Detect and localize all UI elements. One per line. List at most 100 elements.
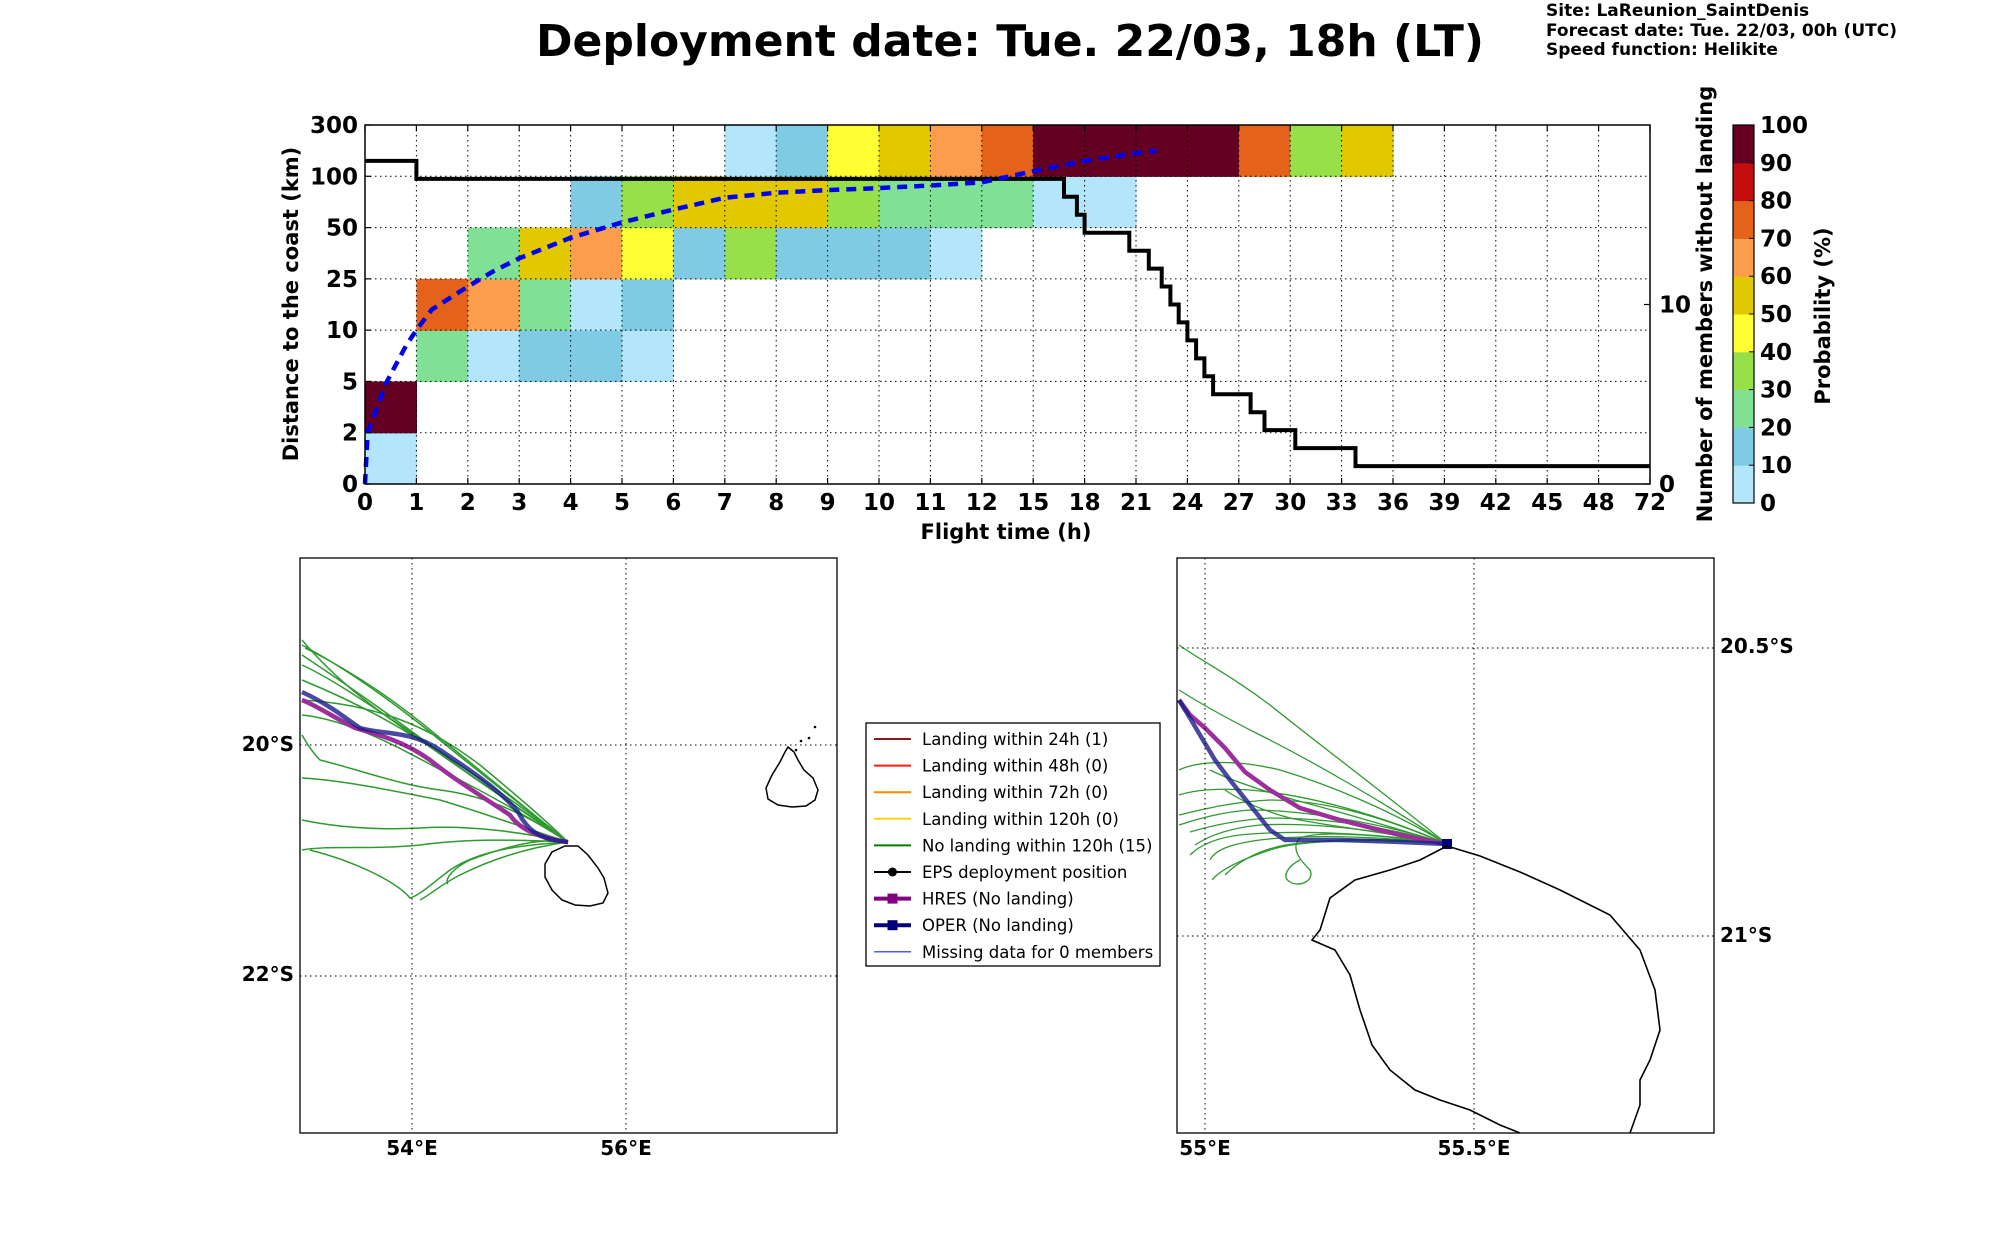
- heatmap-cell-11: [570, 278, 623, 331]
- legend-label-3: Landing within 120h (0): [922, 810, 1119, 829]
- colorbar-segment-1: [1733, 427, 1754, 466]
- colorbar-segment-5: [1733, 276, 1754, 315]
- y-tick-label-4: 25: [326, 267, 358, 293]
- map2-ensemble-track-10: [1211, 839, 1448, 881]
- map2-ensemble-track-1: [1178, 689, 1448, 845]
- x-tick-label-4: 4: [563, 490, 579, 516]
- heatmap-cell-21: [724, 176, 777, 229]
- x-tick-label-25: 72: [1634, 490, 1666, 516]
- legend: Landing within 24h (1) Landing within 48h…: [865, 722, 1161, 967]
- map2-ensemble-track-5: [1178, 809, 1448, 845]
- x-tick-label-6: 6: [665, 490, 681, 516]
- heatmap-cells: [365, 125, 1394, 485]
- heatmap-cell-13: [570, 176, 623, 229]
- zoom-map-grid: [1177, 558, 1714, 1133]
- legend-box: [865, 722, 1161, 967]
- colorbar-segment-7: [1733, 200, 1754, 239]
- map1-reunion-island: [544, 845, 609, 907]
- heatmap-cell-39: [1084, 176, 1137, 229]
- heatmap-cell-23: [776, 227, 829, 280]
- heatmap-cell-44: [1290, 125, 1343, 177]
- x-tick-label-2: 2: [460, 490, 476, 516]
- x-tick-label-15: 21: [1120, 490, 1152, 516]
- x-tick-label-16: 24: [1171, 490, 1203, 516]
- map2-y-tick-0: 20.5°S: [1720, 634, 1794, 658]
- map1-x-tick-0: 54°E: [386, 1136, 438, 1160]
- colorbar-segment-0: [1733, 465, 1754, 504]
- legend-label-6: HRES (No landing): [922, 890, 1074, 909]
- colorbar-tick-label-8: 80: [1760, 189, 1792, 215]
- legend-marker-6: [887, 893, 898, 904]
- heatmap-cell-43: [1238, 125, 1291, 177]
- legend-label-4: No landing within 120h (15): [922, 836, 1152, 855]
- heatmap-cell-28: [827, 125, 880, 177]
- heatmap-cell-40: [1084, 125, 1137, 177]
- y-axis-label: Distance to the coast (km): [279, 147, 303, 462]
- legend-label-2: Landing within 72h (0): [922, 783, 1108, 802]
- x-tick-label-9: 9: [820, 490, 836, 516]
- heatmap-cell-0: [365, 432, 417, 485]
- zoom-map: 55°E 55.5°E 20.5°S 21°S: [1176, 557, 1794, 1160]
- regional-map-grid: [300, 558, 837, 1133]
- x-axis-ticks: 0 1 2 3 4 5 6 7 8 9 10 11 12 15 18 21 24 27 30 33 36 39 42 45 48…: [357, 125, 1666, 516]
- colorbar-segment-6: [1733, 238, 1754, 277]
- y-tick-label-6: 100: [310, 164, 358, 190]
- legend-marker-5: [888, 867, 897, 877]
- map1-ensemble-track-8: [301, 734, 569, 843]
- map2-y-tick-1: 21°S: [1720, 923, 1772, 947]
- y-tick-label-7: 300: [310, 113, 358, 139]
- map2-deployment-marker: [1442, 839, 1452, 849]
- heatmap-cell-41: [1136, 125, 1188, 177]
- map1-ensemble-track-6: [301, 699, 569, 843]
- map2-ensemble-track-0: [1178, 644, 1448, 845]
- x-tick-label-10: 10: [863, 490, 895, 516]
- heatmap-cell-12: [570, 227, 623, 280]
- legend-marker-7: [887, 920, 898, 931]
- zoom-map-frame: [1176, 557, 1715, 1134]
- legend-label-7: OPER (No landing): [922, 916, 1074, 935]
- heatmap-cell-1: [365, 381, 417, 434]
- heatmap-cell-24: [776, 176, 829, 229]
- heatmap-cell-20: [724, 227, 777, 280]
- heatmap-cell-5: [467, 278, 520, 331]
- map1-x-tick-1: 56°E: [600, 1136, 652, 1160]
- y2-tick-label-1: 10: [1659, 293, 1691, 319]
- y-tick-label-1: 2: [342, 421, 358, 447]
- map2-ensemble-track-6: [1189, 817, 1448, 845]
- map1-hres-track: [301, 697, 569, 845]
- colorbar-tick-label-0: 0: [1760, 491, 1776, 517]
- x-tick-label-11: 11: [914, 490, 946, 516]
- legend-label-1: Landing within 48h (0): [922, 757, 1108, 776]
- map1-y-tick-0: 20°S: [242, 732, 294, 756]
- heatmap-cell-18: [673, 227, 726, 280]
- regional-map-frame: [299, 557, 838, 1134]
- x-tick-label-3: 3: [511, 490, 527, 516]
- colorbar: 0 10 20 30 40 50 60 70 80 90 100: [1732, 113, 1808, 517]
- regional-map-tracks: [301, 639, 569, 901]
- heatmap-cell-29: [879, 227, 931, 280]
- colorbar-tick-label-5: 50: [1760, 302, 1792, 328]
- heatmap-series: [362, 148, 1650, 485]
- colorbar-tick-label-1: 10: [1760, 453, 1792, 479]
- heatmap-cell-27: [827, 176, 880, 229]
- y-tick-label-0: 0: [342, 472, 358, 498]
- map2-ensemble-track-14: [1209, 769, 1448, 845]
- heatmap-cell-2: [416, 330, 469, 383]
- map2-ensemble-track-11: [1285, 833, 1448, 885]
- map1-oper-track: [301, 689, 569, 845]
- x-axis-label: Flight time (h): [921, 520, 1092, 544]
- y-tick-label-2: 5: [342, 369, 358, 395]
- heatmap-cell-16: [622, 227, 674, 280]
- median-distance-line: [362, 148, 1157, 485]
- legend-label-0: Landing within 24h (1): [922, 730, 1108, 749]
- zoom-map-tracks: [1177, 644, 1452, 885]
- x-tick-label-12: 12: [966, 490, 998, 516]
- heatmap-cell-36: [981, 125, 1034, 177]
- x-tick-label-1: 1: [408, 490, 424, 516]
- x-tick-label-23: 45: [1531, 490, 1563, 516]
- heatmap-cell-14: [622, 330, 674, 383]
- heatmap-cell-15: [622, 278, 674, 331]
- heatmap-cell-10: [570, 330, 623, 383]
- regional-map-coastline: [544, 725, 819, 907]
